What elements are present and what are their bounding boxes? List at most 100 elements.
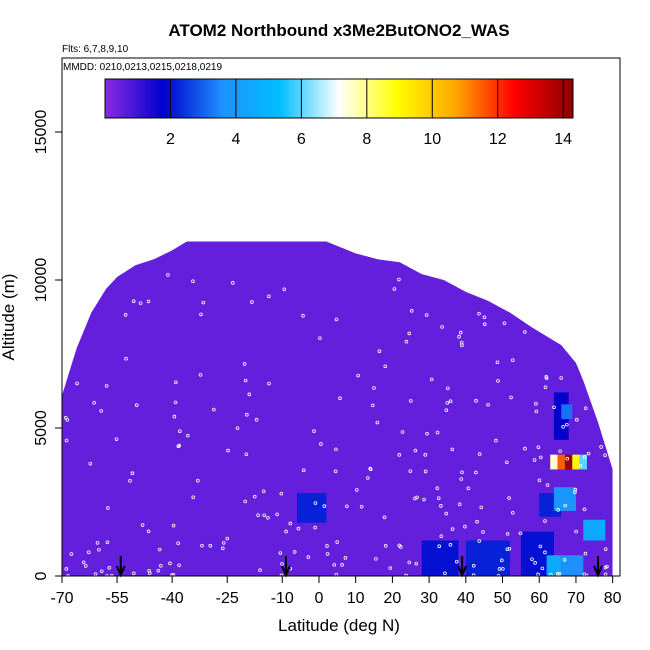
sample-point	[429, 377, 434, 382]
y-axis: 0 5000 10000 15000	[33, 110, 62, 580]
x-tick-label: -55	[106, 590, 129, 607]
sample-point	[463, 524, 467, 529]
sample-point	[172, 414, 177, 419]
sample-point	[582, 507, 587, 512]
colorbar-tick-label: 10	[423, 131, 441, 148]
sample-point	[539, 455, 543, 460]
sample-point	[536, 445, 541, 449]
sample-point	[439, 504, 443, 508]
sample-point	[75, 381, 79, 386]
sample-point	[174, 380, 178, 385]
sample-point	[168, 561, 172, 566]
sample-point	[399, 545, 403, 549]
sample-point	[106, 506, 110, 510]
y-tick-label: 10000	[33, 258, 50, 303]
sample-point	[422, 497, 426, 502]
sample-point	[443, 571, 447, 576]
heatmap-background	[62, 241, 613, 576]
sample-point	[435, 430, 440, 435]
sample-point	[413, 496, 417, 501]
sample-point	[573, 487, 578, 492]
sample-point	[504, 460, 509, 465]
flight-arrow-head	[115, 565, 126, 578]
sample-point	[231, 281, 235, 285]
sample-point	[501, 567, 505, 571]
y-tick-label: 0	[33, 571, 50, 580]
sample-point	[518, 531, 523, 536]
sample-point	[319, 442, 323, 446]
sample-point	[435, 486, 440, 490]
sample-point	[99, 569, 104, 574]
heatmap-cell	[583, 519, 606, 541]
sample-point	[313, 525, 317, 530]
sample-point	[279, 573, 284, 578]
sample-point	[574, 529, 578, 534]
x-tick-label: 20	[383, 590, 401, 607]
sample-point	[533, 561, 537, 565]
sample-point	[97, 547, 101, 552]
sample-point	[414, 561, 419, 566]
x-tick-label: -70	[50, 590, 73, 607]
sample-point	[586, 451, 591, 456]
sample-point	[523, 330, 527, 334]
sample-point	[482, 315, 487, 320]
sample-point	[200, 543, 204, 548]
sample-point	[448, 399, 453, 404]
sample-point	[459, 340, 464, 345]
sample-point	[397, 277, 401, 282]
flights-label: Flts: 6,7,8,9,10	[62, 44, 129, 55]
sample-point	[494, 438, 498, 443]
x-tick-label: 10	[347, 590, 365, 607]
sample-point	[245, 412, 249, 417]
sample-point	[582, 455, 587, 459]
sample-point	[338, 396, 342, 401]
sample-point	[457, 502, 462, 507]
sample-point	[603, 453, 607, 457]
sample-point	[532, 458, 537, 462]
sample-point	[565, 422, 569, 427]
sample-point	[83, 564, 88, 568]
sample-point	[477, 311, 481, 316]
sample-point	[423, 469, 428, 474]
sample-point	[196, 478, 200, 483]
sample-point	[301, 468, 306, 472]
y-tick-label: 5000	[33, 410, 50, 446]
sample-point	[544, 376, 549, 381]
sample-point	[366, 476, 370, 480]
sample-point	[475, 519, 479, 524]
sample-point	[543, 385, 548, 389]
sample-point	[510, 510, 515, 515]
sample-point	[356, 373, 360, 378]
sample-point	[444, 511, 449, 516]
heatmap-cell	[465, 540, 510, 576]
sample-point	[147, 571, 152, 575]
sample-point	[400, 430, 405, 434]
sample-point	[495, 360, 500, 365]
sample-point	[407, 331, 412, 336]
sample-point	[374, 557, 378, 561]
sample-point	[65, 418, 70, 422]
sample-point	[474, 399, 478, 403]
sample-point	[177, 563, 181, 568]
sample-point	[156, 568, 161, 573]
colorbar-gradient	[104, 78, 574, 119]
sample-point	[88, 461, 93, 466]
sample-point	[499, 558, 504, 563]
sample-point	[325, 552, 330, 556]
flight-arrows	[115, 556, 603, 578]
sample-point	[212, 407, 216, 412]
sample-point	[368, 467, 373, 472]
sample-point	[505, 547, 510, 552]
sample-point	[471, 573, 476, 577]
sample-point	[502, 321, 507, 326]
sample-point	[534, 409, 539, 414]
sample-point	[178, 429, 182, 434]
sample-point	[114, 437, 119, 441]
sample-point	[242, 362, 247, 366]
sample-points	[63, 273, 609, 578]
sample-point	[243, 378, 248, 383]
sample-point	[382, 515, 387, 520]
sample-point	[244, 452, 249, 457]
sample-point	[556, 508, 560, 512]
